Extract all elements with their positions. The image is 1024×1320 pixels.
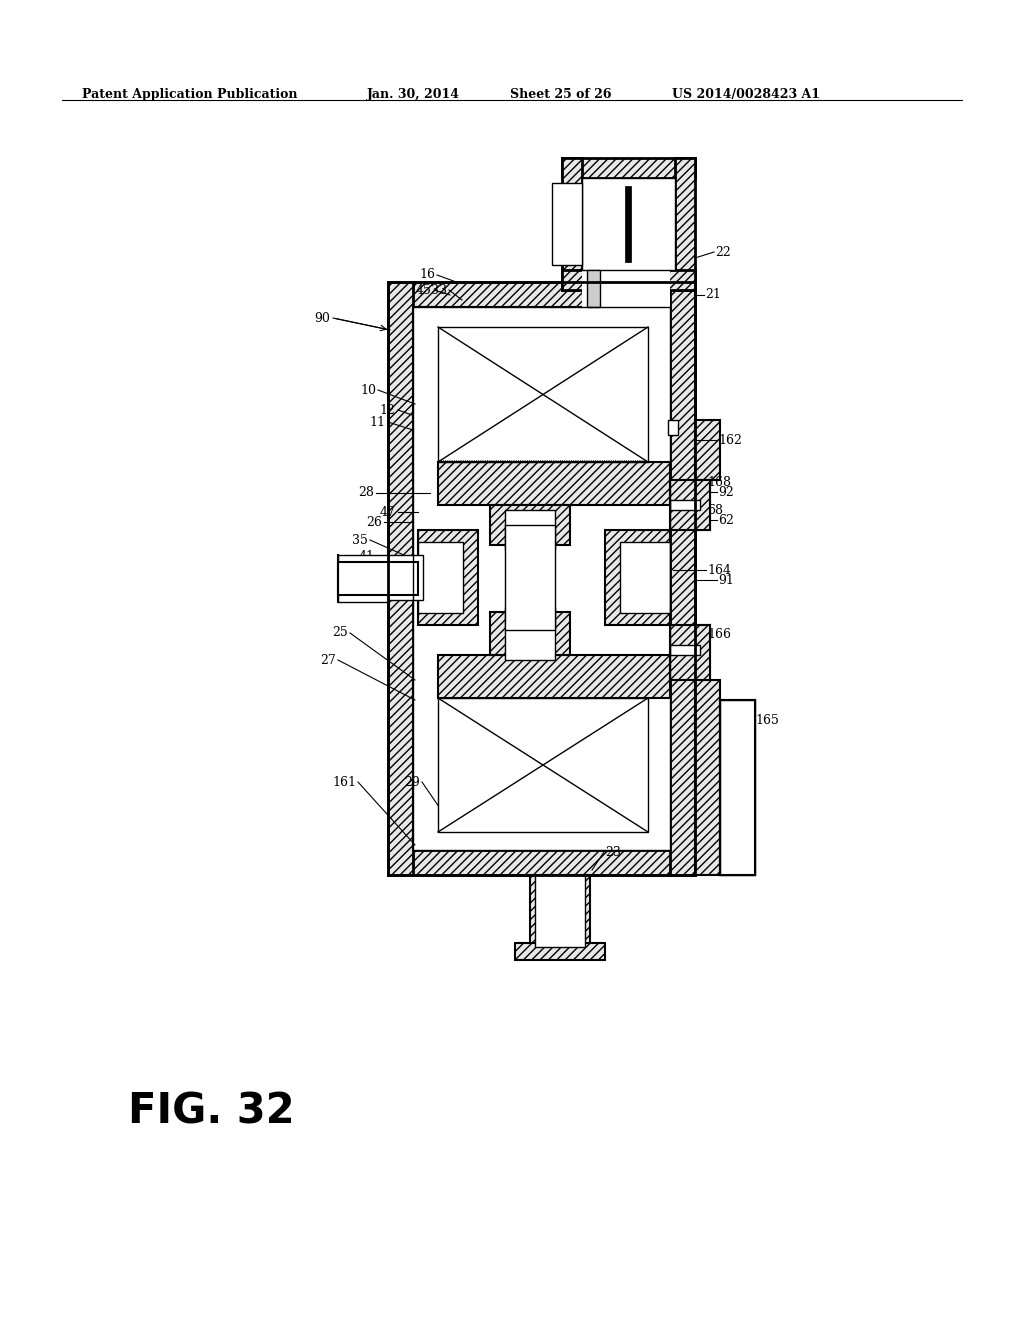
Polygon shape [582, 271, 670, 308]
Polygon shape [552, 183, 582, 265]
Text: 162: 162 [718, 433, 741, 446]
Text: US 2014/0028423 A1: US 2014/0028423 A1 [672, 88, 820, 102]
Text: 22: 22 [715, 246, 731, 259]
Polygon shape [413, 680, 438, 850]
Text: 12: 12 [379, 404, 395, 417]
Text: 33: 33 [431, 284, 447, 297]
Polygon shape [648, 308, 670, 480]
Text: 165: 165 [755, 714, 779, 726]
Text: 90: 90 [314, 312, 330, 325]
Polygon shape [505, 510, 555, 550]
Polygon shape [562, 271, 695, 290]
Text: 68: 68 [707, 503, 723, 516]
Text: 47: 47 [379, 506, 395, 519]
Text: 40: 40 [344, 565, 360, 578]
Polygon shape [670, 500, 700, 510]
Text: 91: 91 [718, 573, 734, 586]
Text: 168: 168 [707, 475, 731, 488]
Polygon shape [388, 282, 695, 308]
Text: 11: 11 [369, 416, 385, 429]
Text: 92: 92 [718, 486, 734, 499]
Polygon shape [535, 875, 585, 946]
Polygon shape [720, 700, 755, 875]
Polygon shape [413, 832, 670, 850]
Polygon shape [562, 158, 582, 290]
Text: 10: 10 [360, 384, 376, 396]
Polygon shape [668, 420, 678, 436]
Polygon shape [620, 543, 670, 612]
Polygon shape [587, 271, 600, 308]
Polygon shape [438, 462, 670, 506]
Polygon shape [648, 680, 670, 850]
Polygon shape [582, 178, 675, 271]
Polygon shape [438, 655, 670, 698]
Polygon shape [413, 308, 438, 480]
Polygon shape [413, 462, 670, 480]
Polygon shape [670, 282, 695, 875]
Text: 35: 35 [352, 533, 368, 546]
Polygon shape [695, 680, 720, 875]
Polygon shape [675, 158, 695, 290]
Polygon shape [625, 186, 631, 261]
Text: Patent Application Publication: Patent Application Publication [82, 88, 298, 102]
Polygon shape [695, 420, 720, 480]
Polygon shape [388, 554, 423, 601]
Polygon shape [530, 875, 590, 954]
Polygon shape [338, 562, 418, 595]
Polygon shape [413, 680, 670, 698]
Text: 23: 23 [605, 846, 621, 858]
Polygon shape [413, 308, 670, 850]
Text: 26: 26 [367, 516, 382, 528]
Polygon shape [438, 698, 648, 832]
Polygon shape [388, 850, 695, 875]
Polygon shape [605, 531, 670, 624]
Text: 42: 42 [354, 583, 370, 597]
Text: 16: 16 [436, 776, 452, 788]
Polygon shape [720, 700, 755, 875]
Polygon shape [515, 942, 605, 960]
Polygon shape [338, 554, 388, 602]
Text: 166: 166 [707, 628, 731, 642]
Text: 27: 27 [321, 653, 336, 667]
Polygon shape [670, 645, 700, 655]
Text: Sheet 25 of 26: Sheet 25 of 26 [510, 88, 611, 102]
Polygon shape [490, 612, 570, 655]
Polygon shape [505, 525, 555, 630]
Text: 29: 29 [404, 776, 420, 788]
Polygon shape [413, 480, 670, 680]
Text: 41: 41 [359, 550, 375, 564]
Polygon shape [418, 531, 478, 624]
Polygon shape [490, 506, 570, 545]
Text: FIG. 32: FIG. 32 [128, 1090, 295, 1133]
Polygon shape [695, 624, 710, 680]
Polygon shape [670, 624, 710, 680]
Polygon shape [562, 282, 695, 290]
Text: 21: 21 [705, 289, 721, 301]
Polygon shape [413, 308, 670, 327]
Polygon shape [670, 480, 710, 531]
Text: 25: 25 [332, 627, 348, 639]
Polygon shape [388, 282, 413, 875]
Polygon shape [418, 543, 463, 612]
Text: 62: 62 [718, 513, 734, 527]
Polygon shape [505, 607, 555, 660]
Text: 161: 161 [332, 776, 356, 788]
Text: 16: 16 [419, 268, 435, 281]
Text: Jan. 30, 2014: Jan. 30, 2014 [367, 88, 460, 102]
Text: 45: 45 [416, 284, 432, 297]
Polygon shape [438, 327, 648, 462]
Text: 164: 164 [707, 564, 731, 577]
Polygon shape [562, 158, 695, 178]
Polygon shape [695, 480, 710, 531]
Text: 28: 28 [358, 487, 374, 499]
